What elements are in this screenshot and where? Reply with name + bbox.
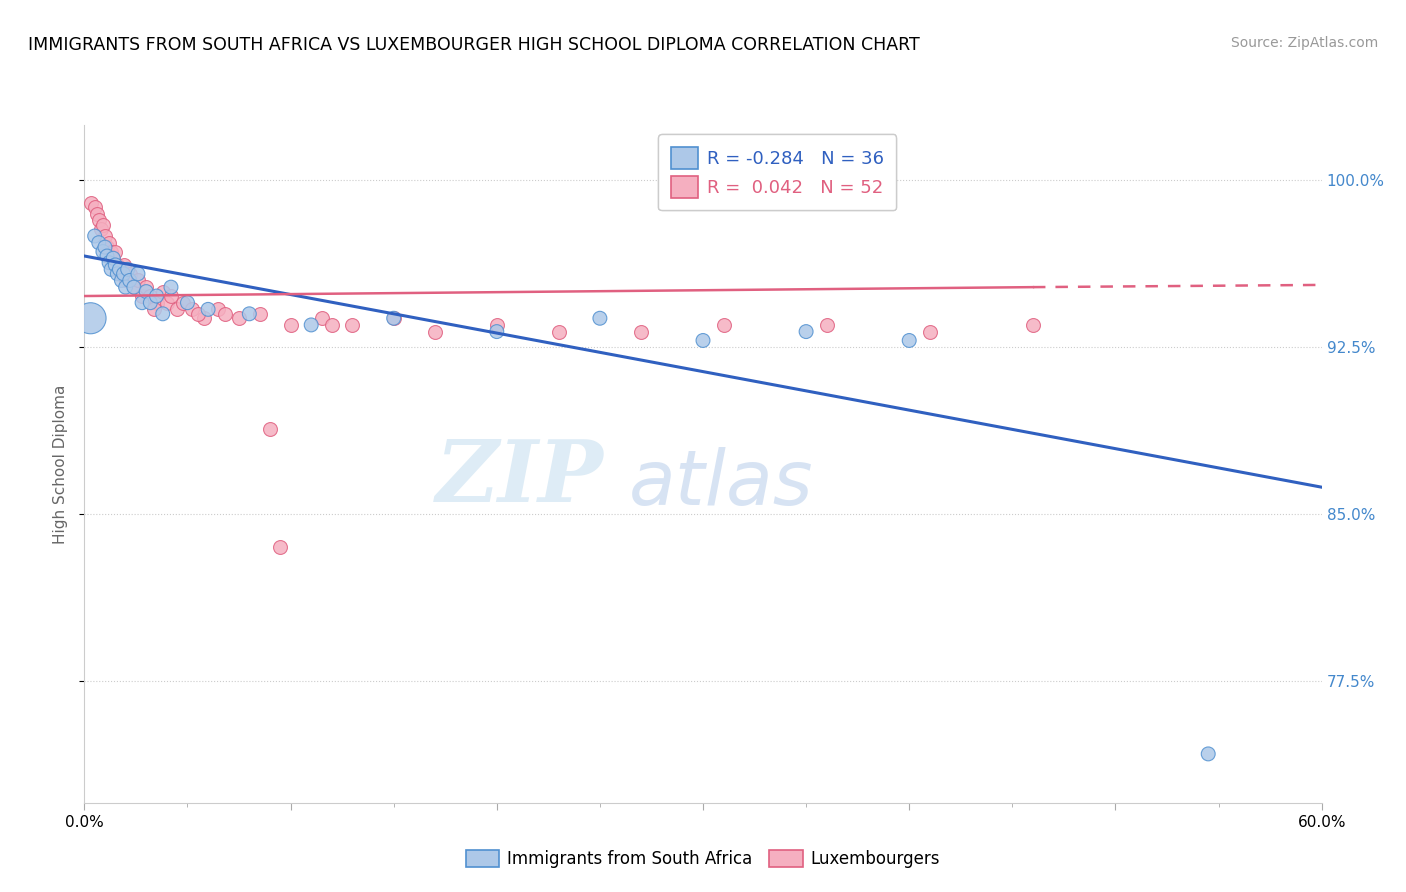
Point [485,318,508,332]
Point [152,285,174,299]
Text: ZIP: ZIP [436,435,605,519]
Point [228,311,250,326]
Point [94,240,117,254]
Point [79,195,101,210]
Point [193,311,215,326]
Point [299,318,322,332]
Point [152,307,174,321]
Point [423,325,446,339]
Point [100,262,122,277]
Point [110,267,132,281]
Point [214,307,236,321]
Point [83,229,105,244]
Point [108,262,131,277]
Point [86,207,108,221]
Point [98,235,121,250]
Point [898,334,921,348]
Point [135,280,157,294]
Point [105,258,128,272]
Point [87,213,110,227]
Point [96,240,118,254]
Point [160,289,183,303]
Point [1022,318,1045,332]
Point [110,273,132,287]
Point [187,307,209,321]
Point [589,311,612,326]
Point [127,267,149,281]
Point [238,307,260,321]
Legend: R = -0.284   N = 36, R =  0.042   N = 52: R = -0.284 N = 36, R = 0.042 N = 52 [658,134,897,211]
Point [105,267,128,281]
Point [114,280,136,294]
Point [321,318,343,332]
Point [103,252,125,266]
Point [112,267,135,281]
Point [249,307,271,321]
Point [794,325,817,339]
Point [79,311,101,326]
Point [118,273,141,287]
Text: atlas: atlas [628,447,813,521]
Point [118,267,141,281]
Point [127,273,149,287]
Point [176,295,198,310]
Point [83,200,105,214]
Point [139,295,162,310]
Point [114,273,136,287]
Point [104,258,127,272]
Point [160,280,183,294]
Point [815,318,838,332]
Point [630,325,652,339]
Point [143,302,166,317]
Point [98,255,121,269]
Y-axis label: High School Diploma: High School Diploma [52,384,67,543]
Point [145,295,167,310]
Point [100,244,122,259]
Point [918,325,941,339]
Point [259,422,281,436]
Text: Source: ZipAtlas.com: Source: ZipAtlas.com [1230,36,1378,50]
Point [485,325,508,339]
Point [90,222,112,236]
Text: IMMIGRANTS FROM SOUTH AFRICA VS LUXEMBOURGER HIGH SCHOOL DIPLOMA CORRELATION CHA: IMMIGRANTS FROM SOUTH AFRICA VS LUXEMBOU… [28,36,920,54]
Point [94,229,117,244]
Point [311,311,333,326]
Point [104,244,127,259]
Point [122,280,145,294]
Point [139,289,162,303]
Point [1197,747,1219,761]
Point [166,302,188,317]
Point [108,262,131,277]
Point [91,244,114,259]
Point [91,218,114,232]
Point [280,318,302,332]
Point [131,289,153,303]
Point [117,262,139,277]
Point [382,311,405,326]
Point [112,258,135,272]
Point [96,249,118,263]
Point [269,540,291,554]
Point [180,302,202,317]
Legend: Immigrants from South Africa, Luxembourgers: Immigrants from South Africa, Luxembourg… [458,843,948,875]
Point [207,302,229,317]
Point [87,235,110,250]
Point [197,302,219,317]
Point [713,318,735,332]
Point [172,295,194,310]
Point [342,318,364,332]
Point [122,280,145,294]
Point [547,325,569,339]
Point [692,334,714,348]
Point [103,252,125,266]
Point [156,295,179,310]
Point [135,285,157,299]
Point [131,295,153,310]
Point [145,289,167,303]
Point [382,311,405,326]
